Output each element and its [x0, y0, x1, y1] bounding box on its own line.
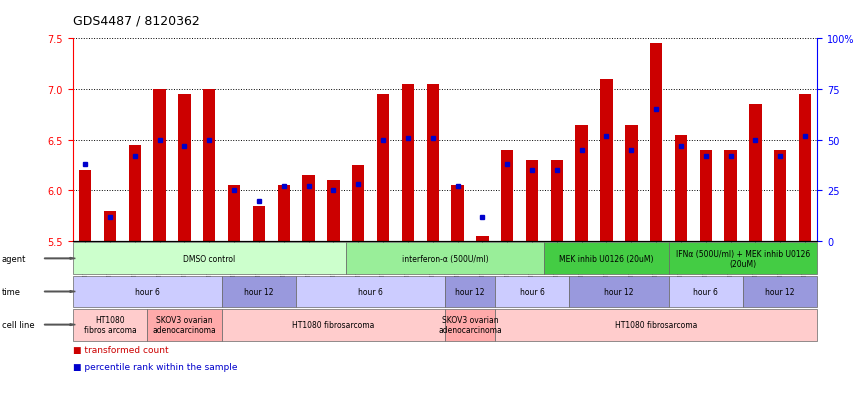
Text: agent: agent — [2, 254, 26, 263]
Bar — [153, 90, 166, 242]
Bar — [575, 125, 588, 242]
Bar — [178, 95, 191, 242]
Bar — [128, 145, 141, 242]
Bar — [675, 135, 687, 242]
Text: hour 6: hour 6 — [693, 287, 718, 296]
Bar — [302, 176, 315, 242]
Text: ■ transformed count: ■ transformed count — [73, 345, 169, 354]
Bar — [699, 150, 712, 242]
Bar — [650, 44, 663, 242]
Bar — [600, 80, 613, 242]
Bar — [377, 95, 389, 242]
Bar — [799, 95, 811, 242]
Bar — [426, 85, 439, 242]
Text: DMSO control: DMSO control — [183, 254, 235, 263]
Text: HT1080
fibros arcoma: HT1080 fibros arcoma — [84, 315, 136, 335]
Bar — [451, 186, 464, 242]
Text: MEK inhib U0126 (20uM): MEK inhib U0126 (20uM) — [559, 254, 654, 263]
Text: hour 6: hour 6 — [134, 287, 160, 296]
Text: hour 12: hour 12 — [244, 287, 274, 296]
Bar — [526, 161, 538, 242]
Bar — [352, 166, 365, 242]
Bar — [228, 186, 241, 242]
Text: hour 6: hour 6 — [520, 287, 544, 296]
Text: HT1080 fibrosarcoma: HT1080 fibrosarcoma — [615, 320, 698, 329]
Text: hour 12: hour 12 — [765, 287, 795, 296]
Text: SKOV3 ovarian
adenocarcinoma: SKOV3 ovarian adenocarcinoma — [438, 315, 502, 335]
Bar — [253, 206, 265, 242]
Text: GDS4487 / 8120362: GDS4487 / 8120362 — [73, 14, 199, 27]
Bar — [749, 105, 762, 242]
Bar — [501, 150, 514, 242]
Bar — [476, 237, 489, 242]
Bar — [625, 125, 638, 242]
Bar — [79, 171, 92, 242]
Text: cell line: cell line — [2, 320, 34, 329]
Text: hour 12: hour 12 — [604, 287, 633, 296]
Bar — [203, 90, 216, 242]
Bar — [327, 181, 340, 242]
Bar — [550, 161, 563, 242]
Text: interferon-α (500U/ml): interferon-α (500U/ml) — [401, 254, 489, 263]
Bar — [277, 186, 290, 242]
Text: HT1080 fibrosarcoma: HT1080 fibrosarcoma — [292, 320, 375, 329]
Text: time: time — [2, 287, 21, 296]
Bar — [401, 85, 414, 242]
Bar — [774, 150, 787, 242]
Text: hour 12: hour 12 — [455, 287, 484, 296]
Text: SKOV3 ovarian
adenocarcinoma: SKOV3 ovarian adenocarcinoma — [152, 315, 217, 335]
Text: IFNα (500U/ml) + MEK inhib U0126
(20uM): IFNα (500U/ml) + MEK inhib U0126 (20uM) — [676, 249, 810, 268]
Text: ■ percentile rank within the sample: ■ percentile rank within the sample — [73, 362, 237, 371]
Bar — [104, 211, 116, 242]
Bar — [724, 150, 737, 242]
Text: hour 6: hour 6 — [358, 287, 383, 296]
